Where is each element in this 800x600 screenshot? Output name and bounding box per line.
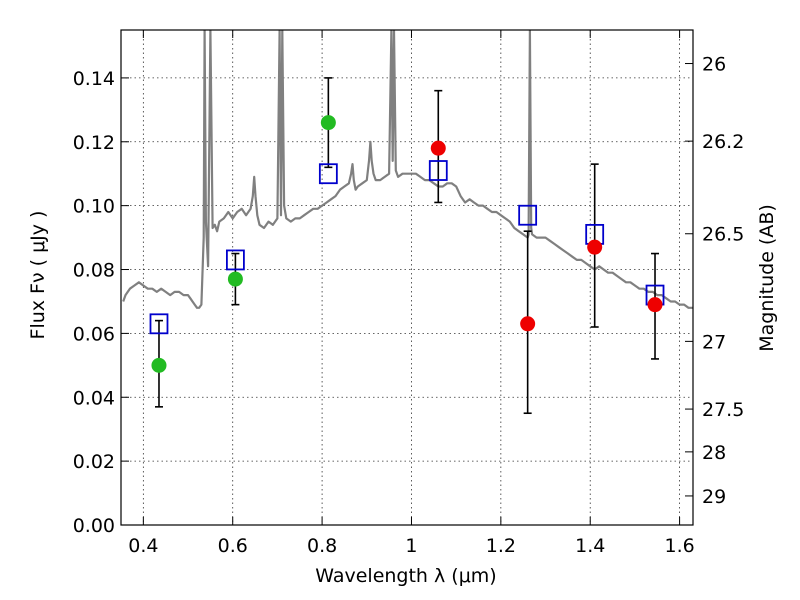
x-tick-label: 1.2	[486, 535, 516, 557]
x-tick-label: 0.6	[218, 535, 248, 557]
y-axis-label: Flux Fν ( μJy )	[27, 211, 49, 340]
grid-lines	[121, 30, 693, 526]
x-tick-label: 1.4	[575, 535, 605, 557]
y-tick-label: 0.00	[73, 515, 115, 537]
observed-green-point	[151, 357, 167, 373]
x-tick-label: 1.6	[664, 535, 694, 557]
error-bars	[154, 77, 660, 415]
observed-red-point	[430, 140, 446, 156]
y-tick-label: 0.12	[73, 132, 115, 154]
right-tick-label: 26	[702, 54, 726, 76]
right-tick-label: 26.2	[702, 131, 744, 153]
x-axis-label: Wavelength λ (μm)	[315, 565, 496, 587]
right-tick-label: 26.5	[702, 224, 744, 246]
right-axis-label: Magnitude (AB)	[756, 204, 778, 352]
plot-frame	[120, 29, 694, 526]
right-tick-label: 27	[702, 331, 726, 353]
model-spectrum-line	[122, 30, 693, 309]
data-markers	[149, 115, 665, 373]
x-tick-label: 1	[405, 535, 417, 557]
tick-labels: 0.4 0.6 0.8 1 1.2 1.4 1.6 0.00 0.02 0.04 0.06 0.08 0…	[73, 54, 745, 557]
observed-red-point	[647, 297, 663, 313]
right-tick-label: 28	[702, 442, 726, 464]
right-tick-label: 29	[702, 486, 726, 508]
y-tick-label: 0.06	[73, 323, 115, 345]
axis-ticks	[121, 30, 693, 526]
y-tick-label: 0.02	[73, 451, 115, 473]
y-tick-label: 0.14	[73, 68, 115, 90]
observed-red-point	[520, 316, 536, 332]
y-tick-label: 0.08	[73, 260, 115, 282]
observed-green-point	[320, 115, 336, 131]
model-photometry-square	[518, 204, 538, 226]
spectrum-layer	[122, 30, 693, 309]
x-tick-label: 0.4	[128, 535, 158, 557]
right-tick-label: 27.5	[702, 399, 744, 421]
observed-green-point	[227, 271, 243, 287]
model-photometry-square	[225, 249, 245, 271]
y-tick-label: 0.10	[73, 196, 115, 218]
model-photometry-square	[149, 313, 169, 335]
model-photometry-square	[428, 160, 448, 181]
observed-red-point	[587, 239, 603, 255]
model-photometry-square	[318, 163, 338, 185]
y-tick-label: 0.04	[73, 387, 115, 409]
x-tick-label: 0.8	[307, 535, 337, 557]
